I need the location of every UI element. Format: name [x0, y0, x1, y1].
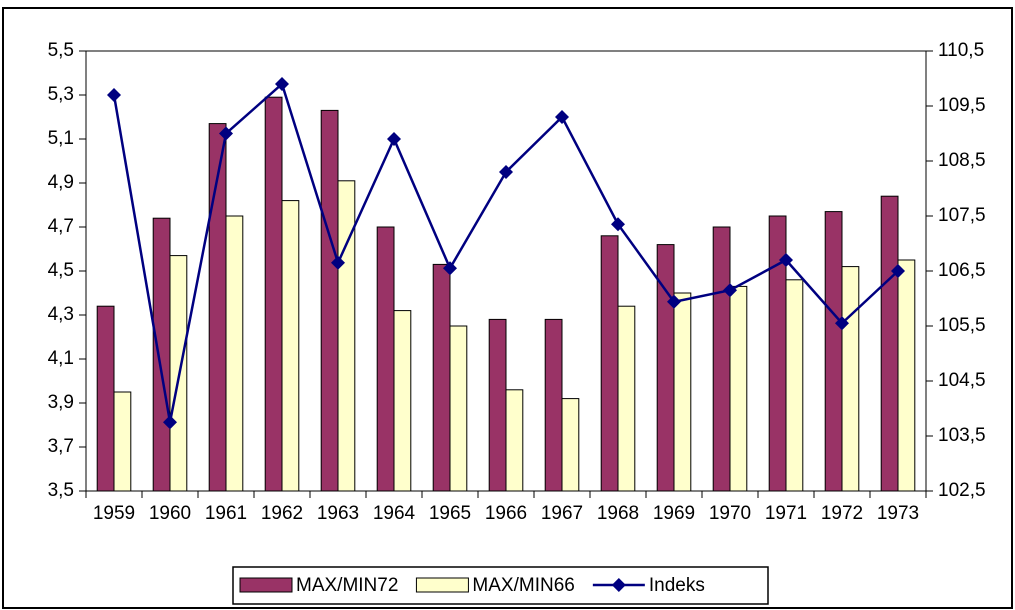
x-tick-label: 1961 [205, 503, 247, 524]
bar [264, 96, 283, 492]
y2-tick-label: 106,5 [938, 260, 986, 281]
x-tick-label: 1973 [877, 503, 919, 524]
x-tick-label: 1972 [821, 503, 863, 524]
legend-swatch [239, 577, 293, 593]
bar [897, 259, 916, 492]
marker [107, 88, 121, 102]
x-tick-label: 1959 [93, 503, 135, 524]
marker [499, 165, 513, 179]
bar [376, 226, 395, 492]
y-tick-label: 4,1 [48, 348, 74, 369]
marker [611, 217, 625, 232]
bar [320, 109, 339, 492]
bar [880, 195, 899, 492]
x-tick-label: 1965 [429, 503, 471, 524]
bar [281, 200, 300, 492]
bar [225, 215, 244, 492]
x-tick-label: 1963 [317, 503, 359, 524]
legend-label: MAX/MIN72 [296, 575, 398, 596]
bar [841, 266, 860, 492]
bar [488, 318, 507, 492]
marker [891, 264, 905, 278]
bar [712, 226, 731, 492]
x-tick-label: 1966 [485, 503, 527, 524]
legend-box [232, 566, 769, 605]
y-tick-label: 4,3 [48, 304, 74, 325]
x-tick-label: 1968 [597, 503, 639, 524]
marker [443, 261, 457, 276]
bar [617, 305, 636, 492]
legend-swatch [415, 577, 469, 593]
y-tick-label: 4,5 [48, 260, 74, 281]
marker [163, 415, 177, 430]
marker [555, 110, 569, 124]
marker [219, 126, 233, 141]
y2-tick-label: 103,5 [938, 425, 986, 446]
y-tick-label: 3,5 [48, 480, 74, 501]
bar [96, 305, 115, 492]
bar [449, 325, 468, 492]
y2-tick-label: 109,5 [938, 95, 986, 116]
bar [432, 263, 451, 492]
bar [561, 398, 580, 492]
bar [544, 318, 563, 492]
x-tick-label: 1964 [373, 503, 416, 524]
marker [835, 316, 849, 331]
y2-tick-label: 110,5 [938, 40, 984, 61]
y-tick-label: 4,7 [48, 216, 74, 237]
y-tick-label: 3,7 [48, 436, 74, 457]
y2-tick-label: 105,5 [938, 315, 986, 336]
x-tick-label: 1962 [261, 503, 303, 524]
bar [505, 389, 524, 492]
bar [113, 391, 132, 492]
legend-label: Indeks [649, 575, 705, 596]
y-tick-label: 5,5 [48, 40, 74, 61]
bar [337, 180, 356, 492]
legend-label: MAX/MIN66 [472, 575, 574, 596]
marker [779, 253, 793, 267]
x-tick-label: 1967 [541, 503, 583, 524]
x-tick-label: 1971 [765, 503, 807, 524]
bar [393, 310, 412, 492]
bar [824, 211, 843, 492]
bar [600, 235, 619, 492]
marker [331, 255, 345, 270]
x-tick-label: 1970 [709, 503, 751, 524]
bar [152, 217, 171, 492]
marker [275, 77, 289, 91]
y-tick-label: 4,9 [48, 172, 74, 193]
y2-tick-label: 102,5 [938, 480, 986, 501]
marker [723, 283, 737, 298]
y2-tick-label: 104,5 [938, 370, 986, 391]
bar [673, 292, 692, 492]
bar [785, 279, 804, 492]
x-tick-label: 1969 [653, 503, 695, 524]
y-tick-label: 5,1 [48, 128, 74, 149]
x-tick-label: 1960 [149, 503, 191, 524]
marker [667, 294, 681, 309]
bar [729, 285, 748, 492]
marker [387, 132, 401, 146]
y-tick-label: 3,9 [48, 392, 74, 413]
y2-tick-label: 107,5 [938, 205, 986, 226]
y2-tick-label: 108,5 [938, 150, 986, 171]
y-tick-label: 5,3 [48, 84, 74, 105]
legend-marker [611, 578, 626, 592]
